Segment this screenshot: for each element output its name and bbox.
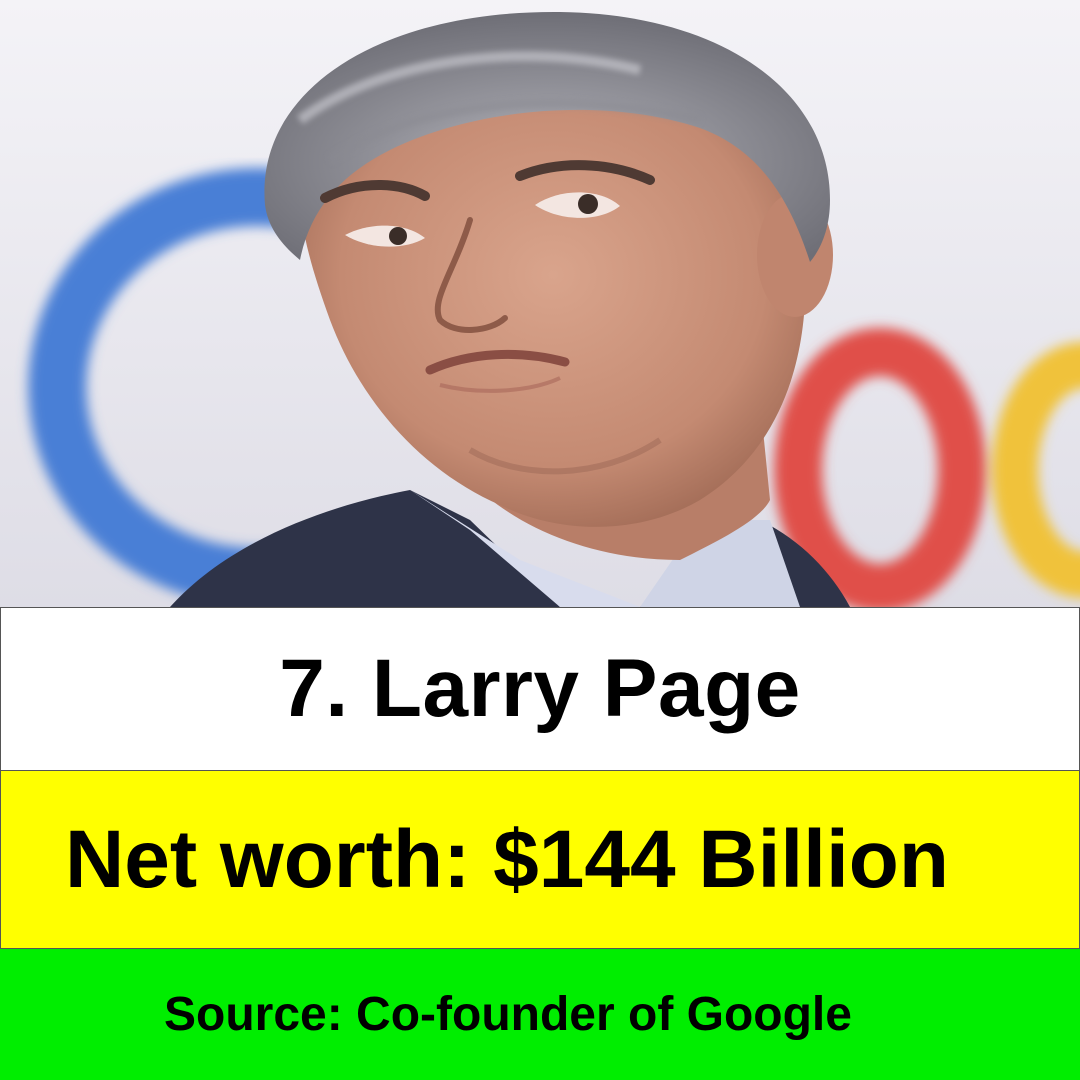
name-banner: 7. Larry Page — [0, 607, 1080, 771]
face — [300, 68, 806, 527]
portrait-photo — [0, 0, 1080, 607]
person-name-title: 7. Larry Page — [279, 643, 801, 734]
lower-lip — [439, 376, 561, 393]
right-eyebrow — [515, 160, 655, 185]
hair-texture — [297, 51, 701, 164]
source-text: Source: Co-founder of Google — [164, 988, 852, 1041]
nose — [434, 217, 508, 333]
portrait-illustration — [0, 0, 1080, 607]
right-eye — [535, 192, 620, 218]
source-banner: Source: Co-founder of Google — [0, 948, 1080, 1080]
mouth — [425, 349, 570, 375]
yellow-letter-ring — [992, 342, 1080, 598]
suit-left — [170, 490, 560, 607]
chin-shadow — [468, 437, 662, 475]
left-pupil — [389, 227, 407, 245]
right-pupil — [578, 194, 598, 214]
shirt-collar-right — [640, 520, 800, 607]
red-letter-ring — [774, 328, 986, 607]
net-worth-banner: Net worth: $144 Billion — [0, 771, 1080, 948]
left-eyebrow — [320, 180, 430, 203]
net-worth-text: Net worth: $144 Billion — [65, 813, 949, 905]
